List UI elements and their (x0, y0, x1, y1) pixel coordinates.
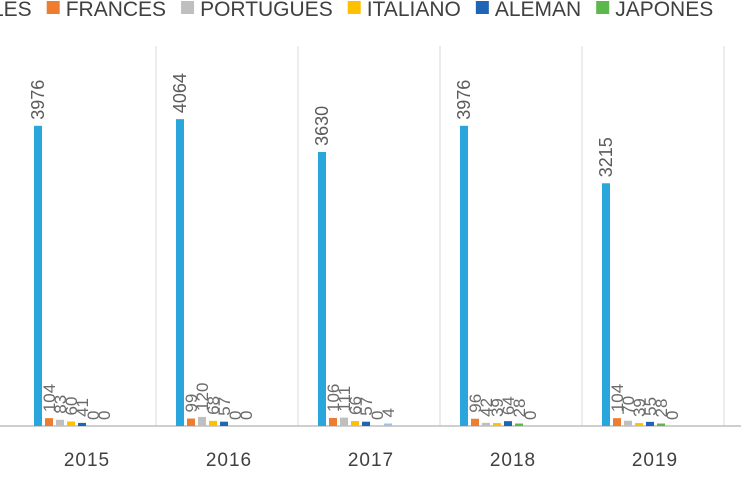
data-label: 39 (630, 398, 649, 417)
bar-portugues-2015 (56, 419, 64, 426)
legend-entry: JAPONES (615, 0, 713, 21)
x-tick-label: 2018 (490, 450, 536, 471)
x-tick-labels: 2015 2016 2017 2018 2019 (64, 450, 678, 471)
bar-ingles-2019 (602, 183, 610, 426)
data-label: 68 (204, 396, 223, 415)
bar-series-6-2017 (384, 423, 392, 426)
bar-aleman-2015 (78, 422, 86, 426)
bar-ingles-2018 (460, 125, 468, 426)
bar-ingles-2015 (34, 125, 42, 426)
bar-frances-2015 (45, 418, 53, 426)
data-label: 3976 (28, 80, 48, 120)
data-label: 3630 (312, 106, 332, 146)
legend-entry: PORTUGUES (200, 0, 333, 21)
bar-aleman-2019 (646, 421, 654, 426)
x-tick-label: 2016 (206, 450, 252, 471)
data-label: 42 (477, 398, 496, 417)
legend-entry: ITALIANO (367, 0, 461, 21)
data-label: 64 (499, 396, 518, 415)
data-label: 4 (379, 408, 398, 417)
data-label: 0 (226, 411, 245, 420)
bar-aleman-2016 (220, 421, 228, 426)
bar-aleman-2018 (504, 421, 512, 426)
legend-entry: LES (0, 0, 32, 21)
data-label: 120 (193, 383, 212, 411)
data-label: 104 (608, 384, 627, 412)
legend-swatch (596, 1, 610, 14)
data-label: 28 (652, 399, 671, 418)
x-tick-label: 2019 (632, 450, 678, 471)
bar-japones-2018 (515, 423, 523, 426)
bar-portugues-2017 (340, 417, 348, 426)
data-label: 96 (466, 394, 485, 413)
data-label: 0 (663, 411, 682, 420)
bar-portugues-2016 (198, 416, 206, 426)
x-tick-label: 2017 (348, 450, 394, 471)
legend-entry: ALEMAN (495, 0, 581, 21)
data-label: 99 (182, 394, 201, 413)
data-label: 104 (40, 384, 59, 412)
bar-ingles-2017 (318, 151, 326, 426)
legend-swatch (46, 1, 60, 14)
data-label: 3215 (596, 137, 616, 177)
bars (34, 119, 665, 426)
legend-swatch (475, 1, 489, 14)
bar-japones-2019 (657, 423, 665, 426)
bar-frances-2018 (471, 418, 479, 426)
gridlines (155, 46, 725, 426)
bar-frances-2017 (329, 417, 337, 426)
data-label: 57 (357, 397, 376, 416)
bar-italiano-2017 (351, 421, 359, 426)
data-label: 0 (84, 411, 103, 420)
data-label: 60 (62, 397, 81, 416)
data-label: 70 (619, 396, 638, 415)
data-label: 4064 (170, 73, 190, 113)
bar-frances-2016 (187, 418, 195, 426)
data-label: 0 (368, 411, 387, 420)
bar-italiano-2019 (635, 423, 643, 426)
data-label: 3976 (454, 80, 474, 120)
data-label: 39 (488, 398, 507, 417)
bar-ingles-2016 (176, 119, 184, 426)
data-label: 0 (521, 411, 540, 420)
data-label: 66 (346, 396, 365, 415)
data-label: 111 (335, 386, 354, 412)
legend-entry: FRANCES (66, 0, 166, 21)
legend-swatch (347, 1, 361, 14)
data-label: 0 (237, 411, 256, 420)
data-label: 41 (73, 398, 92, 417)
data-labels: 3976104836041004064991206857003630106111… (28, 73, 682, 420)
data-label: 0 (95, 411, 114, 420)
bar-italiano-2018 (493, 423, 501, 426)
data-label: 55 (641, 397, 660, 416)
bar-italiano-2016 (209, 420, 217, 426)
legend: LES FRANCES PORTUGUES ITALIANO ALEMAN JAPONES (0, 0, 713, 21)
data-label: 106 (324, 384, 343, 412)
x-tick-label: 2015 (64, 450, 110, 471)
bar-frances-2019 (613, 418, 621, 426)
bar-portugues-2019 (624, 420, 632, 426)
bar-italiano-2015 (67, 421, 75, 426)
data-label: 83 (51, 395, 70, 414)
data-label: 57 (215, 397, 234, 416)
bar-aleman-2017 (362, 421, 370, 426)
legend-swatch (181, 1, 195, 14)
data-label: 28 (510, 399, 529, 418)
bar-portugues-2018 (482, 422, 490, 426)
